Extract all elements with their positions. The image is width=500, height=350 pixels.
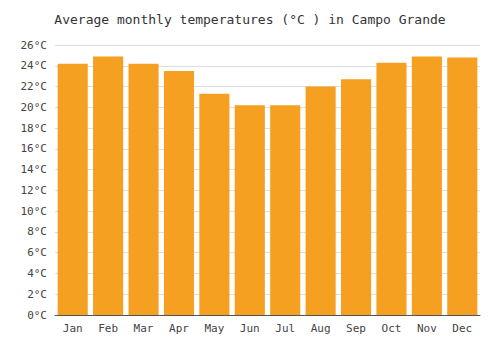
svg-text:8°C: 8°C <box>27 225 47 238</box>
svg-text:Dec: Dec <box>452 322 472 335</box>
svg-text:14°C: 14°C <box>21 163 48 176</box>
svg-text:24°C: 24°C <box>21 59 48 72</box>
svg-text:6°C: 6°C <box>27 246 47 259</box>
svg-text:16°C: 16°C <box>21 142 48 155</box>
svg-text:Jun: Jun <box>240 322 260 335</box>
svg-text:22°C: 22°C <box>21 80 48 93</box>
svg-text:May: May <box>204 322 224 335</box>
svg-text:Jul: Jul <box>275 322 295 335</box>
svg-text:Feb: Feb <box>98 322 118 335</box>
svg-text:Mar: Mar <box>134 322 154 335</box>
svg-text:Jan: Jan <box>63 322 83 335</box>
svg-text:4°C: 4°C <box>27 267 47 280</box>
svg-text:12°C: 12°C <box>21 184 48 197</box>
svg-text:26°C: 26°C <box>21 39 48 52</box>
svg-text:18°C: 18°C <box>21 122 48 135</box>
svg-text:20°C: 20°C <box>21 101 48 114</box>
svg-text:2°C: 2°C <box>27 288 47 301</box>
svg-text:Sep: Sep <box>346 322 366 335</box>
svg-text:10°C: 10°C <box>21 205 48 218</box>
svg-text:Oct: Oct <box>382 322 402 335</box>
svg-text:Apr: Apr <box>169 322 189 335</box>
svg-text:Nov: Nov <box>417 322 437 335</box>
svg-text:Aug: Aug <box>311 322 331 335</box>
svg-text:Average monthly temperatures (: Average monthly temperatures (°C ) in Ca… <box>54 12 446 27</box>
svg-text:0°C: 0°C <box>27 309 47 322</box>
